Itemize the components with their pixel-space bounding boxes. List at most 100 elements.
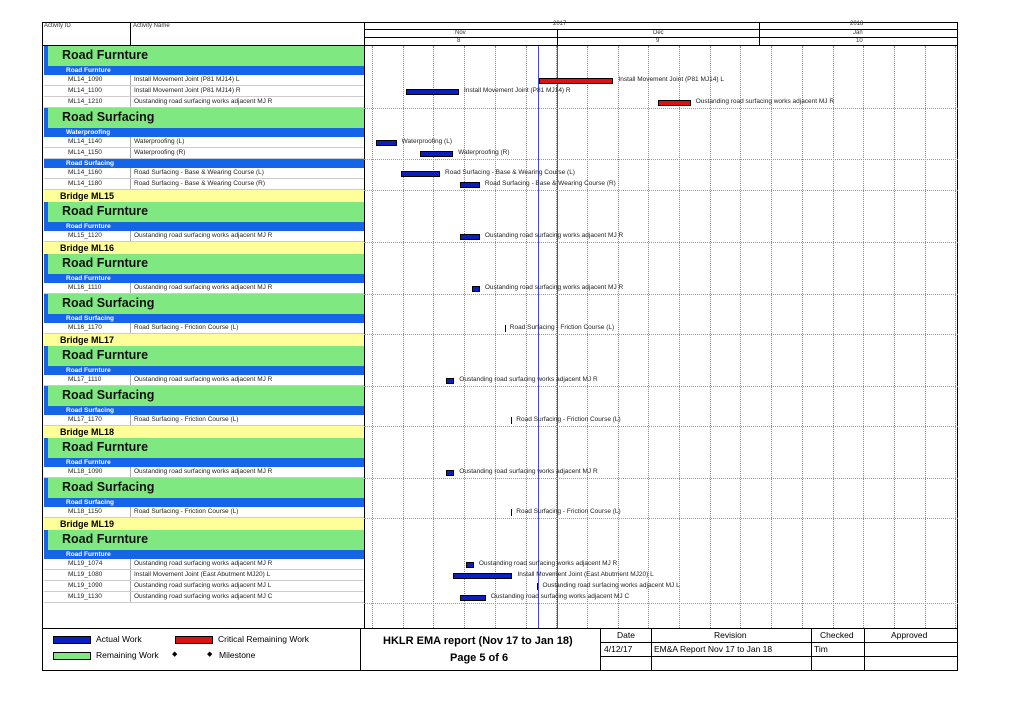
subsection-band: Road Surfacing xyxy=(44,498,364,507)
activity-name: Oustanding road surfacing works adjacent… xyxy=(134,284,273,291)
diamond-icon: ◆ xyxy=(172,651,178,658)
bar-label: Road Surfacing - Friction Course (L) xyxy=(516,508,621,515)
activity-id: ML19_1074 xyxy=(68,560,103,567)
subsection-band: Road Surfacing xyxy=(44,406,364,415)
group-strip xyxy=(44,46,48,66)
section-band: Road Furnture xyxy=(44,254,364,274)
week-gridline xyxy=(710,46,711,628)
bridge-group: Bridge ML15 xyxy=(44,190,364,202)
remaining-work-swatch xyxy=(53,652,91,660)
header-divider xyxy=(759,22,760,30)
col-header-date: Date xyxy=(617,630,635,640)
column-divider xyxy=(130,137,131,147)
activity-id: ML16_1170 xyxy=(68,324,102,331)
activity-name: Oustanding road surfacing works adjacent… xyxy=(134,468,273,475)
activity-row: ML14_1160 Road Surfacing - Base & Wearing… xyxy=(44,168,364,179)
section-band: Road Surfacing xyxy=(44,386,364,406)
subsection-band: Road Furnture xyxy=(44,366,364,375)
milestone-marker xyxy=(504,325,506,332)
bar-label: Road Surfacing - Friction Course (L) xyxy=(516,416,621,423)
bar-label: Install Movement Joint (East Abutment MJ… xyxy=(517,571,654,578)
page-frame xyxy=(42,22,958,671)
critical-bar xyxy=(658,100,691,106)
actual-bar xyxy=(460,182,480,188)
group-strip xyxy=(44,346,48,366)
sub-label: Road Surfacing xyxy=(66,315,115,322)
actual-work-swatch xyxy=(53,636,91,644)
band-label: Road Furnture xyxy=(62,532,149,546)
row-separator xyxy=(364,108,958,109)
week-gridline xyxy=(863,46,864,628)
activity-id: ML19_1130 xyxy=(68,593,102,600)
footer-divider xyxy=(811,628,812,671)
column-divider xyxy=(130,467,131,477)
week-gridline xyxy=(740,46,741,628)
activity-id: ML14_1140 xyxy=(68,138,102,145)
band-label: Road Furnture xyxy=(62,204,149,218)
activity-id: ML19_1080 xyxy=(68,571,103,578)
actual-bar xyxy=(420,151,454,157)
actual-bar xyxy=(460,595,486,601)
cell-revision: EM&A Report Nov 17 to Jan 18 xyxy=(654,644,773,654)
activity-id: ML17_1170 xyxy=(68,416,102,423)
month-number-9: 9 xyxy=(656,38,660,44)
actual-bar xyxy=(460,234,480,240)
week-gridline xyxy=(771,46,772,628)
row-separator xyxy=(364,294,958,295)
report-title: HKLR EMA report (Nov 17 to Jan 18) xyxy=(383,635,573,647)
cell-date: 4/12/17 xyxy=(604,644,633,654)
subsection-band: Road Furnture xyxy=(44,66,364,75)
activity-row: ML19_1074 Oustanding road surfacing works… xyxy=(44,559,364,570)
activity-row: ML18_1150 Road Surfacing - Friction Cours… xyxy=(44,507,364,518)
month-number-10: 10 xyxy=(856,38,863,44)
actual-bar xyxy=(466,562,474,568)
activity-name: Road Surfacing - Friction Course (L) xyxy=(134,324,239,331)
sub-label: Road Furnture xyxy=(66,275,111,282)
column-divider xyxy=(130,179,131,189)
footer-divider xyxy=(600,656,958,657)
milestone-marker xyxy=(537,583,539,590)
activity-row: ML19_1130 Oustanding road surfacing works… xyxy=(44,592,364,603)
activity-id: ML14_1100 xyxy=(68,87,102,94)
legend-actual-work: Actual Work xyxy=(96,634,142,644)
row-separator xyxy=(364,190,958,191)
footer-divider xyxy=(360,628,361,671)
activity-id: ML14_1090 xyxy=(68,76,103,83)
activity-name: Road Surfacing - Base & Wearing Course (… xyxy=(134,169,264,176)
group-strip xyxy=(44,294,48,314)
band-label: Road Furnture xyxy=(62,348,149,362)
week-gridline xyxy=(955,46,956,628)
column-divider xyxy=(130,283,131,293)
activity-id: ML18_1150 xyxy=(68,508,102,515)
activity-name: Oustanding road surfacing works adjacent… xyxy=(134,582,272,589)
bridge-group: Bridge ML16 xyxy=(44,242,364,254)
sub-label: Road Furnture xyxy=(66,367,111,374)
week-gridline xyxy=(894,46,895,628)
week-gridline xyxy=(495,46,496,628)
sub-label: Waterproofing xyxy=(66,129,111,136)
column-divider xyxy=(130,323,131,333)
activity-id: ML14_1150 xyxy=(68,149,102,156)
header-divider xyxy=(364,37,958,38)
subsection-band: Road Furnture xyxy=(44,550,364,559)
activity-name: Oustanding road surfacing works adjacent… xyxy=(134,232,273,239)
section-band: Road Furnture xyxy=(44,202,364,222)
critical-work-swatch xyxy=(175,636,213,644)
milestone-marker xyxy=(511,509,513,516)
week-gridline xyxy=(679,46,680,628)
bridge-group: Bridge ML18 xyxy=(44,426,364,438)
week-gridline xyxy=(648,46,649,628)
week-gridline xyxy=(587,46,588,628)
milestone-diamond-icon: ◆ xyxy=(207,651,213,658)
week-gridline xyxy=(403,46,404,628)
activity-row: ML14_1150 Waterproofing (R) xyxy=(44,148,364,159)
row-separator xyxy=(364,334,958,335)
bridge-label: Bridge ML15 xyxy=(60,191,115,201)
column-divider xyxy=(130,86,131,96)
row-separator xyxy=(364,518,958,519)
row-separator xyxy=(364,242,958,243)
actual-bar xyxy=(445,378,455,384)
bar-label: Road Surfacing - Friction Course (L) xyxy=(509,324,615,331)
activity-row: ML18_1090 Oustanding road surfacing works… xyxy=(44,467,364,478)
month-label-jan: Jan xyxy=(853,30,863,36)
